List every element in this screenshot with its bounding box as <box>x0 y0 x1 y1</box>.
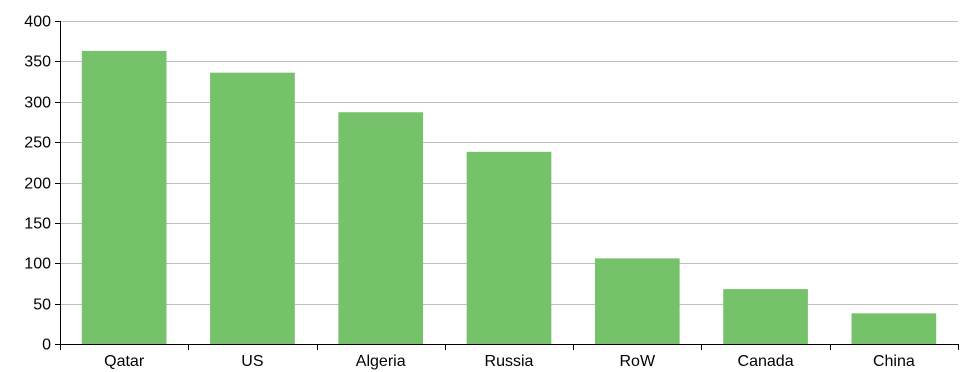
x-tick-label: Qatar <box>104 353 145 370</box>
y-tick-label: 300 <box>24 95 51 112</box>
bar-us <box>210 72 295 345</box>
axes <box>55 21 959 350</box>
x-tick-label: Russia <box>485 353 534 370</box>
y-tick-label: 350 <box>24 54 51 71</box>
y-tick-label: 50 <box>33 297 51 314</box>
bar-algeria <box>338 112 424 344</box>
bar-qatar <box>81 50 167 344</box>
y-tick-label: 250 <box>24 135 51 152</box>
y-tick-label: 200 <box>24 176 51 193</box>
bar-row <box>594 258 680 344</box>
y-tick-label: 150 <box>24 216 51 233</box>
x-tick-label: US <box>241 353 263 370</box>
y-tick-label: 0 <box>42 337 51 354</box>
bar-canada <box>723 289 808 344</box>
bar-china <box>851 313 937 344</box>
bars <box>81 50 937 345</box>
x-tick-label: Algeria <box>356 353 406 370</box>
bar-russia <box>466 151 552 344</box>
x-tick-label: China <box>873 353 915 370</box>
x-tick-label: RoW <box>620 353 656 370</box>
y-axis-tick-labels: 0 50 100 150 200 250 300 350 400 <box>24 14 51 354</box>
x-tick-label: Canada <box>738 353 794 370</box>
y-tick-label: 400 <box>24 14 51 31</box>
y-tick-label: 100 <box>24 256 51 273</box>
x-axis-tick-labels: Qatar US Algeria Russia RoW Canada China <box>104 353 915 370</box>
